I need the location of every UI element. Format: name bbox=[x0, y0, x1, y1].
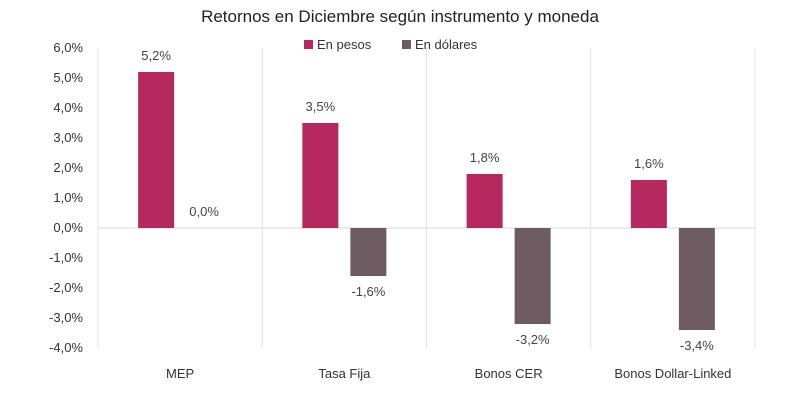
y-tick-label: -2,0% bbox=[49, 280, 83, 295]
y-tick-label: 1,0% bbox=[53, 190, 83, 205]
data-label: 0,0% bbox=[189, 204, 219, 219]
x-tick-label: Tasa Fija bbox=[318, 366, 371, 381]
data-label: -1,6% bbox=[351, 284, 385, 299]
x-tick-label: Bonos CER bbox=[475, 366, 543, 381]
bar-pesos bbox=[630, 180, 667, 228]
bars bbox=[138, 72, 715, 330]
bar-pesos bbox=[138, 72, 175, 228]
legend-label: En dólares bbox=[415, 37, 478, 52]
legend-swatch bbox=[304, 40, 313, 49]
data-label: 5,2% bbox=[141, 48, 171, 63]
bar-dolares bbox=[678, 228, 715, 330]
y-tick-label: 0,0% bbox=[53, 220, 83, 235]
data-label: 1,8% bbox=[470, 150, 500, 165]
y-tick-label: 6,0% bbox=[53, 40, 83, 55]
legend-swatch bbox=[402, 40, 411, 49]
bar-dolares bbox=[350, 228, 387, 276]
data-label: -3,2% bbox=[516, 332, 550, 347]
category-separators bbox=[97, 48, 756, 348]
y-axis: 6,0% 5,0% 4,0% 3,0% 2,0% 1,0% 0,0% -1,0% -2,0% -3… bbox=[49, 40, 755, 355]
y-tick-label: 3,0% bbox=[53, 130, 83, 145]
bar-pesos bbox=[466, 174, 503, 228]
y-tick-label: -4,0% bbox=[49, 340, 83, 355]
chart-title: Retornos en Diciembre según instrumento … bbox=[201, 7, 599, 26]
legend-label: En pesos bbox=[317, 37, 372, 52]
data-label: 3,5% bbox=[306, 99, 336, 114]
x-axis: MEP Tasa Fija Bonos CER Bonos Dollar-Linked bbox=[166, 366, 731, 381]
y-tick-label: 4,0% bbox=[53, 100, 83, 115]
legend: En pesos En dólares bbox=[304, 37, 478, 52]
data-labels: 5,2% 0,0% 3,5% -1,6% 1,8% -3,2% 1,6% -3,4% bbox=[141, 48, 714, 353]
x-tick-label: Bonos Dollar-Linked bbox=[614, 366, 731, 381]
data-label: -3,4% bbox=[680, 338, 714, 353]
y-tick-label: 2,0% bbox=[53, 160, 83, 175]
bar-pesos bbox=[302, 123, 339, 228]
y-tick-label: -3,0% bbox=[49, 310, 83, 325]
x-tick-label: MEP bbox=[166, 366, 194, 381]
y-tick-label: -1,0% bbox=[49, 250, 83, 265]
bar-dolares bbox=[514, 228, 551, 324]
y-tick-label: 5,0% bbox=[53, 70, 83, 85]
data-label: 1,6% bbox=[634, 156, 664, 171]
